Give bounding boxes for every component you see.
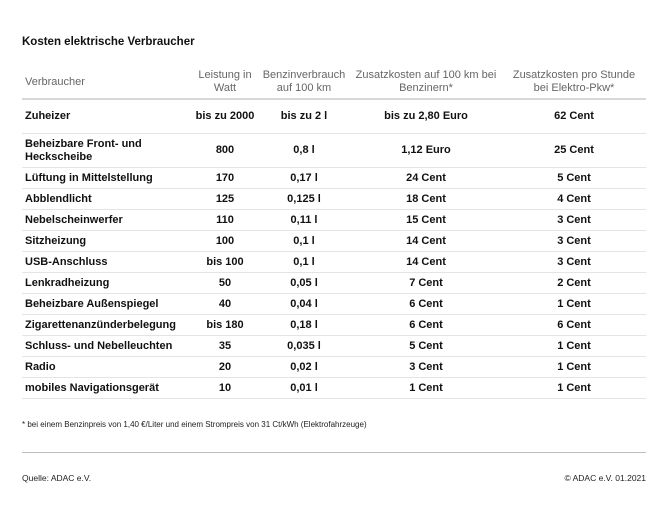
cell-zusatzkosten-stunde: 1 Cent xyxy=(502,335,646,357)
cell-leistung: 50 xyxy=(192,272,258,294)
cell-leistung: 20 xyxy=(192,356,258,378)
cell-leistung: 10 xyxy=(192,377,258,399)
cell-leistung: bis 180 xyxy=(192,314,258,336)
cell-verbraucher: Zigarettenanzünderbelegung xyxy=(22,314,192,336)
cell-zusatzkosten-100km: 14 Cent xyxy=(350,251,502,273)
copyright-label: © ADAC e.V. 01.2021 xyxy=(564,473,646,483)
cell-zusatzkosten-100km: 5 Cent xyxy=(350,335,502,357)
cell-benzinverbrauch: 0,1 l xyxy=(258,230,350,252)
cell-benzinverbrauch: 0,035 l xyxy=(258,335,350,357)
header-benzinverbrauch: Benzinverbrauch auf 100 km xyxy=(258,66,350,100)
footer: Quelle: ADAC e.V. © ADAC e.V. 01.2021 xyxy=(22,473,646,484)
cell-leistung: 100 xyxy=(192,230,258,252)
cell-zusatzkosten-100km: 24 Cent xyxy=(350,167,502,189)
cell-leistung: 35 xyxy=(192,335,258,357)
cell-zusatzkosten-stunde: 1 Cent xyxy=(502,377,646,399)
cell-verbraucher: Sitzheizung xyxy=(22,230,192,252)
cell-zusatzkosten-stunde: 2 Cent xyxy=(502,272,646,294)
source-label: Quelle: ADAC e.V. xyxy=(22,473,92,483)
cell-leistung: 40 xyxy=(192,293,258,315)
cell-benzinverbrauch: 0,1 l xyxy=(258,251,350,273)
cell-verbraucher: Schluss- und Nebelleuchten xyxy=(22,335,192,357)
cell-verbraucher: USB-Anschluss xyxy=(22,251,192,273)
cell-zusatzkosten-100km: 7 Cent xyxy=(350,272,502,294)
cell-verbraucher: Beheizbare Front- und Heckscheibe xyxy=(22,133,192,168)
cell-zusatzkosten-100km: 1,12 Euro xyxy=(350,133,502,168)
cell-benzinverbrauch: 0,18 l xyxy=(258,314,350,336)
cell-benzinverbrauch: 0,8 l xyxy=(258,133,350,168)
table-row: Abblendlicht 125 0,125 l 18 Cent 4 Cent xyxy=(22,188,646,210)
cell-zusatzkosten-stunde: 3 Cent xyxy=(502,209,646,231)
cell-benzinverbrauch: 0,125 l xyxy=(258,188,350,210)
header-zusatzkosten-stunde: Zusatzkosten pro Stunde bei Elektro-Pkw* xyxy=(502,66,646,100)
cell-benzinverbrauch: 0,04 l xyxy=(258,293,350,315)
cell-benzinverbrauch: 0,01 l xyxy=(258,377,350,399)
table-header-row: Verbraucher Leistung in Watt Benzinverbr… xyxy=(22,66,646,100)
table-row: Lüftung in Mittelstellung 170 0,17 l 24 Cen… xyxy=(22,167,646,189)
table-row: Sitzheizung 100 0,1 l 14 Cent 3 Cent xyxy=(22,230,646,252)
cell-verbraucher: Nebelscheinwerfer xyxy=(22,209,192,231)
cell-zusatzkosten-stunde: 6 Cent xyxy=(502,314,646,336)
cell-verbraucher: Lenkradheizung xyxy=(22,272,192,294)
cell-zusatzkosten-stunde: 3 Cent xyxy=(502,251,646,273)
cell-leistung: 125 xyxy=(192,188,258,210)
cell-leistung: 170 xyxy=(192,167,258,189)
cell-benzinverbrauch: 0,11 l xyxy=(258,209,350,231)
cell-zusatzkosten-100km: 6 Cent xyxy=(350,314,502,336)
cell-zusatzkosten-stunde: 1 Cent xyxy=(502,356,646,378)
cell-zusatzkosten-stunde: 3 Cent xyxy=(502,230,646,252)
cell-zusatzkosten-100km: 1 Cent xyxy=(350,377,502,399)
cell-leistung: bis 100 xyxy=(192,251,258,273)
footnote: * bei einem Benzinpreis von 1,40 €/Liter… xyxy=(22,420,367,429)
costs-table: Verbraucher Leistung in Watt Benzinverbr… xyxy=(22,66,646,399)
cell-zusatzkosten-100km: bis zu 2,80 Euro xyxy=(350,99,502,134)
table-row: Nebelscheinwerfer 110 0,11 l 15 Cent 3 Cent xyxy=(22,209,646,231)
divider xyxy=(22,452,646,453)
table-row: Zuheizer bis zu 2000 bis zu 2 l bis zu 2,80… xyxy=(22,99,646,134)
cell-verbraucher: mobiles Navigationsgerät xyxy=(22,377,192,399)
cell-benzinverbrauch: bis zu 2 l xyxy=(258,99,350,134)
cell-verbraucher: Lüftung in Mittelstellung xyxy=(22,167,192,189)
cell-leistung: 110 xyxy=(192,209,258,231)
cell-verbraucher: Radio xyxy=(22,356,192,378)
cell-zusatzkosten-stunde: 5 Cent xyxy=(502,167,646,189)
cell-benzinverbrauch: 0,17 l xyxy=(258,167,350,189)
table-row: USB-Anschluss bis 100 0,1 l 14 Cent 3 Cent xyxy=(22,251,646,273)
cell-benzinverbrauch: 0,05 l xyxy=(258,272,350,294)
cell-zusatzkosten-stunde: 25 Cent xyxy=(502,133,646,168)
header-verbraucher: Verbraucher xyxy=(22,66,192,100)
cell-leistung: bis zu 2000 xyxy=(192,99,258,134)
header-zusatzkosten-100km: Zusatzkosten auf 100 km bei Benzinern* xyxy=(350,66,502,100)
cell-zusatzkosten-100km: 6 Cent xyxy=(350,293,502,315)
cell-zusatzkosten-100km: 18 Cent xyxy=(350,188,502,210)
table-body: Zuheizer bis zu 2000 bis zu 2 l bis zu 2,80… xyxy=(22,99,646,399)
cell-zusatzkosten-stunde: 4 Cent xyxy=(502,188,646,210)
cell-zusatzkosten-100km: 14 Cent xyxy=(350,230,502,252)
cell-zusatzkosten-stunde: 62 Cent xyxy=(502,99,646,134)
cell-benzinverbrauch: 0,02 l xyxy=(258,356,350,378)
cell-zusatzkosten-100km: 3 Cent xyxy=(350,356,502,378)
cell-zusatzkosten-100km: 15 Cent xyxy=(350,209,502,231)
cell-verbraucher: Zuheizer xyxy=(22,99,192,134)
page-title: Kosten elektrische Verbraucher xyxy=(22,36,195,48)
cell-verbraucher: Abblendlicht xyxy=(22,188,192,210)
table-row: Beheizbare Front- und Heckscheibe 800 0,8 … xyxy=(22,133,646,168)
cell-zusatzkosten-stunde: 1 Cent xyxy=(502,293,646,315)
cell-leistung: 800 xyxy=(192,133,258,168)
cell-verbraucher: Beheizbare Außenspiegel xyxy=(22,293,192,315)
header-leistung: Leistung in Watt xyxy=(192,66,258,100)
